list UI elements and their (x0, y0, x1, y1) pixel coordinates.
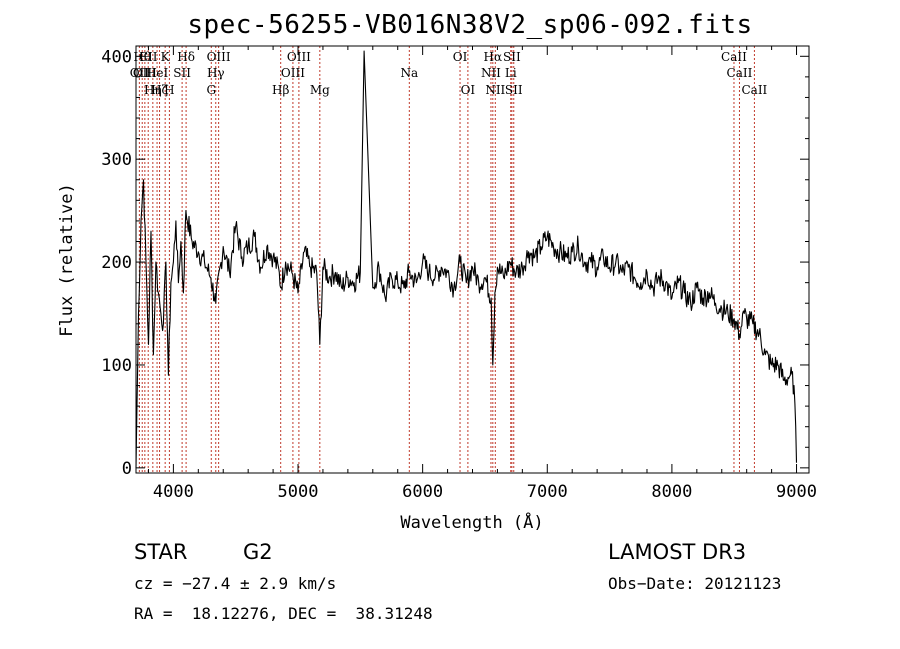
x-tick-label: 5000 (278, 482, 319, 502)
line-label: NII (485, 83, 505, 97)
line-labels: OII Hθ OIII CII Hη HeI Hζ K H SII Hδ G Hγ OIII Hβ OIII O… (130, 50, 768, 97)
x-tick-label: 4000 (153, 482, 194, 502)
y-tick-label: 400 (101, 47, 132, 67)
spectrum-line (135, 50, 798, 468)
line-markers (138, 46, 755, 473)
series-group (135, 50, 798, 468)
x-axis-label: Wavelength (Å) (400, 511, 543, 533)
line-label: Hγ (207, 66, 225, 80)
line-label: CII (139, 50, 158, 64)
redshift-cz: cz = −27.4 ± 2.9 km/s (134, 574, 337, 593)
line-label: OIII (287, 50, 311, 64)
line-label: SII (173, 66, 191, 80)
line-label: SII (505, 83, 523, 97)
plot-frame (135, 45, 810, 474)
line-label: K (161, 50, 171, 64)
object-subclass: G2 (243, 540, 273, 564)
line-label: CaII (721, 50, 747, 64)
y-tick-label: 300 (101, 150, 132, 170)
x-tick-label: 8000 (651, 482, 692, 502)
line-label: Mg (310, 83, 330, 97)
x-tick-label: 6000 (402, 482, 443, 502)
line-label: CaII (727, 66, 753, 80)
y-axis: 0 100 200 300 400 (101, 47, 809, 479)
object-class: STAR (134, 540, 188, 564)
line-label: OIII (281, 66, 305, 80)
x-axis: 4000 5000 6000 7000 8000 9000 (147, 46, 817, 502)
line-label: OI (461, 83, 476, 97)
line-label: Hβ (272, 83, 289, 97)
y-axis-label: Flux (relative) (57, 183, 77, 337)
line-label: Hδ (177, 50, 195, 64)
line-label: Na (400, 66, 418, 80)
line-label: HeI (146, 66, 169, 80)
observation-date: Obs−Date: 20121123 (608, 574, 782, 593)
y-tick-label: 200 (101, 253, 132, 273)
x-tick-label: 7000 (527, 482, 568, 502)
line-label: Li (505, 66, 517, 80)
survey-label: LAMOST DR3 (608, 540, 747, 564)
line-label: Hη (144, 83, 162, 97)
line-label: OII (130, 66, 150, 80)
line-label: OIII (207, 50, 231, 64)
line-label: NII (481, 66, 501, 80)
line-label: CaII (741, 83, 767, 97)
line-label: Hθ (133, 50, 151, 64)
line-label: OI (453, 50, 468, 64)
chart-title: spec-56255-VB016N38V2_sp06-092.fits (187, 10, 753, 40)
line-label: G (206, 83, 216, 97)
coordinates: RA = 18.12276, DEC = 38.31248 (134, 604, 433, 623)
line-label: Hα (484, 50, 503, 64)
line-label: SII (503, 50, 521, 64)
y-tick-label: 0 (122, 459, 132, 479)
x-tick-label: 9000 (776, 482, 817, 502)
y-tick-label: 100 (101, 356, 132, 376)
line-label: Hζ (151, 83, 168, 97)
line-label: H (164, 83, 174, 97)
